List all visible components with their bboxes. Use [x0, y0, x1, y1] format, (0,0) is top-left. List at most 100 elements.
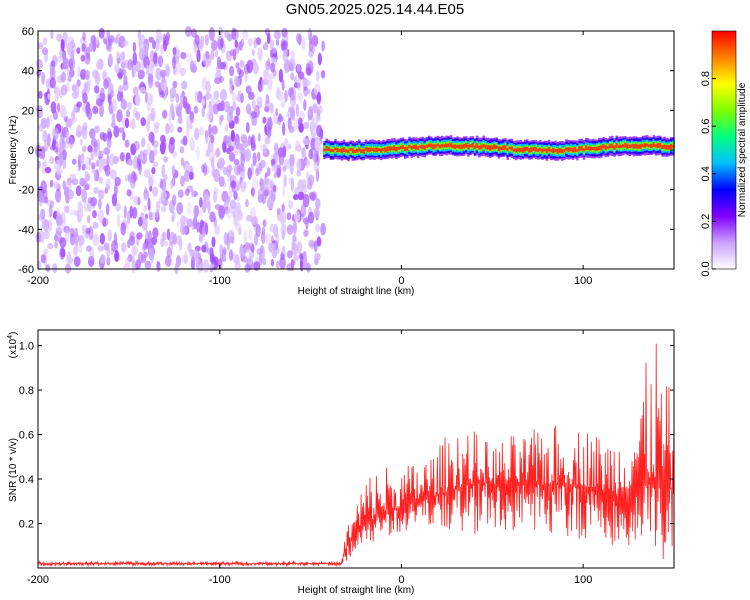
snr-x-tick-label: 100 [574, 574, 592, 586]
spectrogram-cell [325, 146, 328, 151]
spectrogram-cell [265, 94, 270, 105]
spectrogram-cell [81, 145, 87, 153]
spectrogram-cell [161, 75, 166, 84]
spectrogram-cell [286, 212, 292, 221]
spectrogram-cell [232, 92, 236, 103]
spectrogram-cell [92, 233, 99, 246]
spectrogram-cell [225, 199, 230, 207]
spectrogram-cell [152, 186, 159, 197]
spectrogram-cell [208, 26, 215, 41]
spectrogram-cell [85, 173, 91, 182]
spectrogram-cell [64, 186, 70, 198]
spectrogram-cell [120, 98, 127, 110]
spectrogram-cell [233, 214, 238, 225]
spectrogram-cell [295, 140, 301, 151]
spectrogram-cell [608, 143, 612, 149]
spectrogram-cell [232, 101, 237, 111]
spectrogram-y-tick-label: 40 [22, 66, 34, 78]
spectrogram-cell [211, 170, 215, 178]
spectrogram-cell [180, 215, 187, 227]
spectrogram-cell [98, 189, 105, 200]
spectrogram-cell [120, 61, 126, 69]
spectrogram-cell [606, 146, 610, 149]
spectrogram-cell [39, 211, 43, 220]
spectrogram-cell [515, 148, 518, 153]
spectrogram-cell [151, 236, 158, 246]
spectrogram-cell [160, 178, 167, 191]
spectrogram-cell [123, 205, 127, 219]
spectrogram-cell [159, 91, 166, 98]
spectrogram-cell [116, 109, 123, 123]
spectrogram-cell [250, 142, 256, 152]
spectrogram-cell [281, 41, 288, 51]
spectrogram-cell [265, 233, 272, 246]
spectrogram-cell [313, 207, 320, 219]
spectrogram-cell [276, 164, 282, 177]
spectrogram-cell [132, 207, 138, 219]
spectrogram-cell [184, 188, 190, 196]
spectrogram-cell [172, 55, 176, 69]
spectrogram-cell [550, 149, 553, 153]
spectrogram-cell [145, 64, 150, 76]
spectrogram-cell [144, 213, 148, 220]
spectrogram-cell [78, 243, 83, 254]
spectrogram-cell [353, 149, 357, 154]
spectrogram-cell [137, 216, 143, 227]
spectrogram-cell [126, 189, 132, 197]
spectrogram-cell [252, 152, 257, 167]
spectrogram-cell [203, 162, 208, 176]
spectrogram-cell [495, 145, 498, 149]
spectrogram-cell [138, 69, 145, 80]
spectrogram-cell [428, 143, 431, 147]
spectrogram-cell [395, 147, 398, 152]
spectrogram-cell [574, 147, 577, 152]
spectrogram-cell [199, 127, 204, 136]
spectrogram-cell [216, 56, 222, 70]
spectrogram-cell [245, 103, 252, 115]
spectrogram-cell [235, 223, 242, 232]
spectrogram-cell [59, 48, 63, 59]
spectrogram-cell [247, 37, 253, 47]
spectrogram-cell [266, 178, 273, 193]
spectrogram-cell [189, 249, 195, 257]
spectrogram-cell [589, 146, 592, 151]
spectrogram-cell [75, 185, 82, 197]
spectrogram-cell [223, 101, 231, 113]
spectrogram-cell [57, 224, 64, 232]
spectrogram-cell [90, 196, 97, 207]
spectrogram-cell [140, 137, 146, 148]
spectrogram-cell [134, 93, 141, 107]
spectrogram-cell [239, 144, 244, 156]
spectrogram-cell [107, 228, 113, 242]
spectrogram-cell [127, 239, 131, 249]
spectrogram-cell [471, 142, 474, 148]
spectrogram-cell [218, 176, 225, 187]
spectrogram-cell [185, 52, 193, 63]
spectrogram-cell [220, 89, 228, 101]
spectrogram-cell [554, 149, 557, 153]
spectrogram-cell [73, 256, 81, 267]
spectrogram-cell [436, 143, 440, 147]
spectrogram-cell [397, 146, 400, 150]
spectrogram-cell [61, 211, 66, 224]
spectrogram-cell [290, 177, 295, 192]
spectrogram-cell [160, 190, 167, 201]
snr-panel: -200 -100 0 100 0.2 0.4 0.6 0.8 1.0 Height of s… [7, 329, 675, 596]
spectrogram-cell [97, 245, 104, 252]
spectrogram-cell [85, 101, 91, 115]
spectrogram-cell [329, 148, 333, 153]
spectrogram-cell [172, 80, 178, 89]
spectrogram-cell [262, 219, 267, 228]
snr-y-label: SNR (10 * v/v) [8, 438, 19, 502]
snr-y-tick-label: 0.6 [19, 430, 34, 442]
spectrogram-cell [243, 230, 248, 244]
spectrogram-cell [79, 177, 86, 187]
spectrogram-cell [99, 104, 104, 118]
spectrogram-cell [264, 106, 270, 113]
spectrogram-cell [262, 257, 267, 266]
spectrogram-cell [85, 183, 91, 191]
spectrogram-cell [214, 49, 218, 58]
spectrogram-cell [543, 148, 546, 152]
spectrogram-cell [201, 98, 206, 106]
spectrogram-cell [604, 145, 607, 150]
